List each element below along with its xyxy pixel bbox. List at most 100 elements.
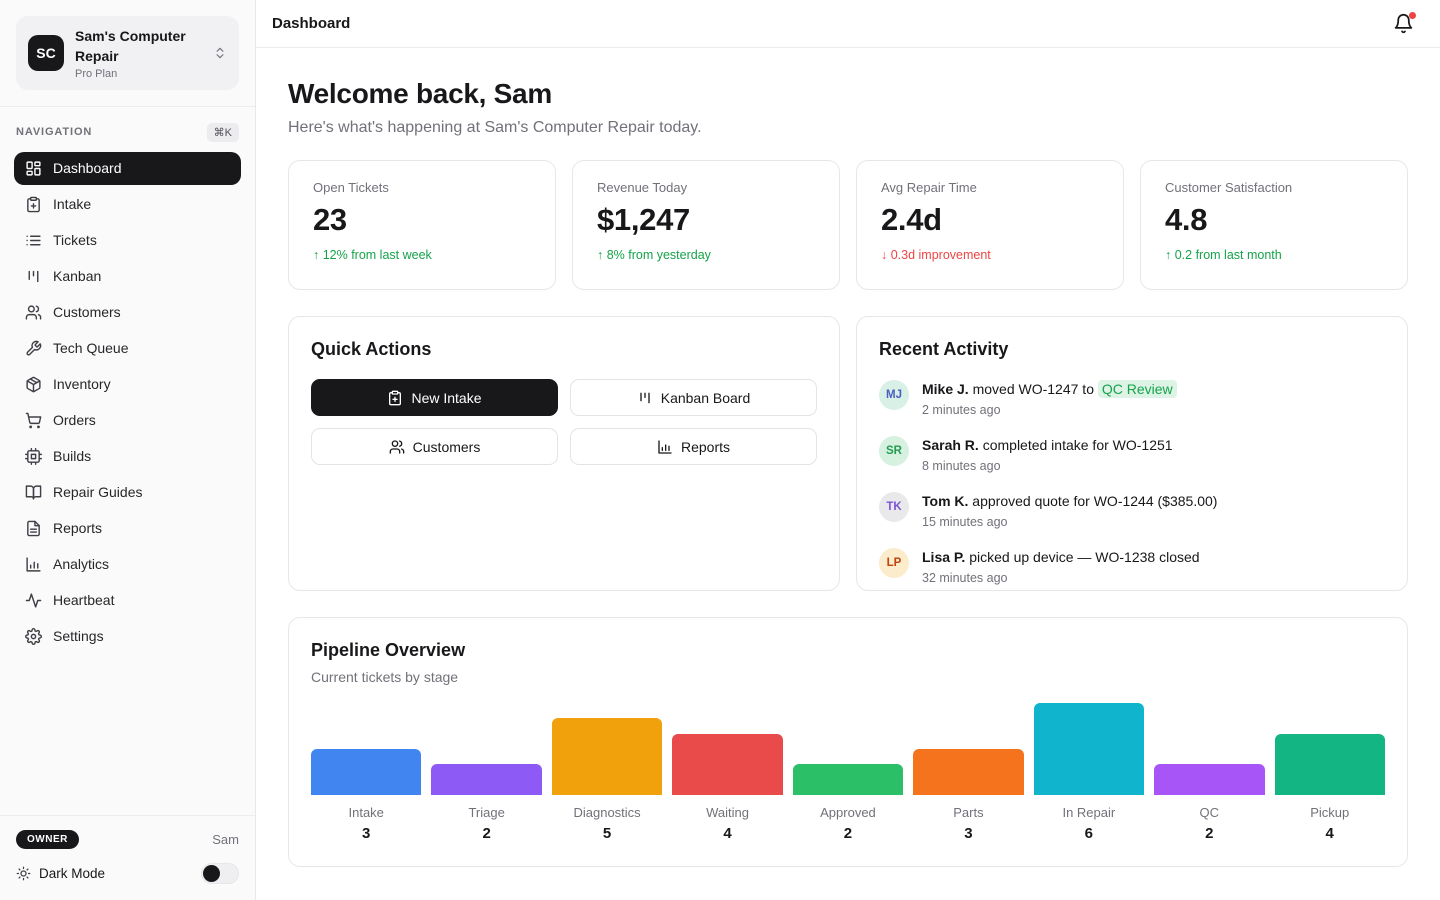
stat-delta: ↑ 0.2 from last month — [1165, 248, 1282, 262]
welcome-subtitle: Here's what's happening at Sam's Compute… — [288, 119, 702, 136]
activity-timestamp: 8 minutes ago — [922, 458, 1001, 473]
activity-item: MJ Mike J. moved WO-1247 to QC Review 2 mi… — [879, 380, 1385, 417]
workspace-switcher[interactable]: SC Sam's Computer Repair Pro Plan — [16, 16, 239, 90]
sidebar-item-tech-queue[interactable]: Tech Queue — [14, 332, 241, 365]
role-badge: OWNER — [16, 830, 79, 849]
bar-chart-icon — [657, 439, 673, 455]
sidebar-item-repair-guides[interactable]: Repair Guides — [14, 476, 241, 509]
sidebar-item-customers[interactable]: Customers — [14, 296, 241, 329]
sidebar-item-label: Customers — [53, 304, 121, 321]
activity-action: picked up device — WO-1238 closed — [969, 548, 1200, 565]
stat-card-avg-repair-time: Avg Repair Time 2.4d ↓ 0.3d improvement — [856, 160, 1124, 290]
stat-label: Revenue Today — [597, 180, 688, 195]
bar-value-label: 2 — [1205, 825, 1214, 842]
sidebar-item-builds[interactable]: Builds — [14, 440, 241, 473]
sidebar-item-label: Heartbeat — [53, 592, 115, 609]
sidebar-footer: OWNER Sam Dark Mode — [0, 815, 255, 900]
sidebar-item-reports[interactable]: Reports — [14, 512, 241, 545]
sidebar-item-kanban[interactable]: Kanban — [14, 260, 241, 293]
activity-text: Tom K. approved quote for WO-1244 ($385.… — [922, 492, 1217, 511]
customers-button[interactable]: Customers — [311, 428, 558, 465]
sidebar-item-intake[interactable]: Intake — [14, 188, 241, 221]
chart-bar-column — [913, 703, 1024, 795]
kanban-icon — [25, 268, 42, 285]
chart-bar-column — [1154, 703, 1265, 795]
wrench-icon — [25, 340, 42, 357]
sidebar-item-inventory[interactable]: Inventory — [14, 368, 241, 401]
bar-value-label: 3 — [964, 825, 973, 842]
bar-waiting — [672, 733, 783, 795]
bar-intake — [311, 749, 422, 795]
chart-bar-column — [1033, 703, 1145, 795]
pipeline-subtitle: Current tickets by stage — [311, 669, 459, 685]
bar-value-label: 3 — [362, 825, 371, 842]
activity-actor: Tom K. — [922, 492, 969, 509]
cpu-icon — [25, 447, 42, 465]
toggle-knob — [203, 865, 220, 882]
stats-row: Open Tickets 23 ↑ 12% from last week Revenu… — [288, 160, 1408, 290]
clipboard-plus-icon — [387, 390, 403, 406]
top-bar: Dashboard — [256, 0, 1440, 48]
bar-value-label: 5 — [602, 825, 612, 842]
sidebar-item-dashboard[interactable]: Dashboard — [14, 151, 241, 185]
bar-diagnostics — [551, 718, 663, 795]
kanban-board-button[interactable]: Kanban Board — [570, 379, 817, 416]
kanban-icon — [637, 390, 653, 406]
button-label: New Intake — [411, 389, 482, 406]
sidebar-item-label: Intake — [53, 196, 92, 213]
activity-text: Lisa P. picked up device — WO-1238 close… — [922, 548, 1200, 567]
bar-value-label: 4 — [723, 825, 732, 842]
activity-highlight: QC Review — [1097, 380, 1177, 398]
bar-value-label: 4 — [1325, 825, 1334, 842]
activity-timestamp: 15 minutes ago — [922, 514, 1008, 529]
quick-actions-title: Quick Actions — [311, 339, 432, 359]
sidebar-item-settings[interactable]: Settings — [14, 620, 241, 653]
new-intake-button[interactable]: New Intake — [311, 379, 558, 416]
file-text-icon — [25, 520, 42, 537]
clipboard-plus-icon — [25, 196, 42, 213]
sidebar-item-label: Builds — [53, 448, 92, 465]
users-icon — [25, 304, 42, 321]
activity-actor: Lisa P. — [922, 548, 966, 565]
sidebar-item-label: Tech Queue — [53, 340, 129, 357]
button-label: Kanban Board — [660, 389, 751, 406]
chart-bar-column — [672, 703, 783, 795]
bell-icon[interactable] — [1393, 12, 1416, 34]
dark-mode-toggle[interactable] — [201, 863, 239, 884]
stat-card-revenue-today: Revenue Today $1,247 ↑ 8% from yesterday — [572, 160, 840, 290]
bar-category-label: Approved — [820, 805, 876, 820]
chart-bar-column — [431, 703, 542, 795]
package-icon — [25, 376, 42, 393]
activity-list: MJ Mike J. moved WO-1247 to QC Review 2 mi… — [879, 380, 1385, 585]
reports-button[interactable]: Reports — [570, 428, 817, 465]
welcome-heading: Welcome back, Sam — [288, 78, 552, 109]
bar-qc — [1154, 764, 1265, 795]
sidebar-item-analytics[interactable]: Analytics — [14, 548, 241, 581]
shopping-cart-icon — [25, 412, 42, 429]
stat-delta: ↑ 12% from last week — [313, 248, 432, 262]
sidebar-nav: Dashboard Intake Tickets Kanban Customers Tec… — [0, 151, 255, 656]
stat-label: Avg Repair Time — [881, 180, 977, 195]
stat-card-open-tickets: Open Tickets 23 ↑ 12% from last week — [288, 160, 556, 290]
sidebar-item-label: Settings — [53, 628, 104, 645]
settings-icon — [25, 627, 42, 645]
activity-item: TK Tom K. approved quote for WO-1244 ($38… — [879, 491, 1385, 529]
main-area: Dashboard Welcome back, Sam Here's what'… — [256, 0, 1440, 900]
sidebar-item-heartbeat[interactable]: Heartbeat — [14, 584, 241, 617]
sidebar-item-label: Tickets — [53, 232, 97, 249]
sidebar-item-label: Orders — [53, 412, 96, 429]
bar-category-label: Triage — [468, 805, 505, 820]
stat-delta: ↑ 8% from yesterday — [597, 248, 711, 262]
dashboard-content: Welcome back, Sam Here's what's happenin… — [256, 48, 1440, 867]
stat-value: 4.8 — [1165, 202, 1208, 237]
pipeline-bar-chart — [311, 703, 1385, 795]
quick-actions-grid: New Intake Kanban Board Customers Reports — [311, 379, 817, 465]
sidebar-item-tickets[interactable]: Tickets — [14, 224, 241, 257]
pipeline-chart-labels: Intake 3 Triage 2 Diagnostics 5 Waiting 4 Approv… — [311, 805, 1385, 842]
recent-activity-card: Recent Activity MJ Mike J. moved WO-1247 … — [856, 316, 1408, 591]
sidebar-item-orders[interactable]: Orders — [14, 404, 241, 437]
command-k-shortcut[interactable]: ⌘K — [206, 122, 239, 142]
avatar: TK — [879, 491, 909, 522]
bar-category-label: Waiting — [706, 805, 749, 820]
sidebar-item-label: Inventory — [53, 376, 111, 393]
